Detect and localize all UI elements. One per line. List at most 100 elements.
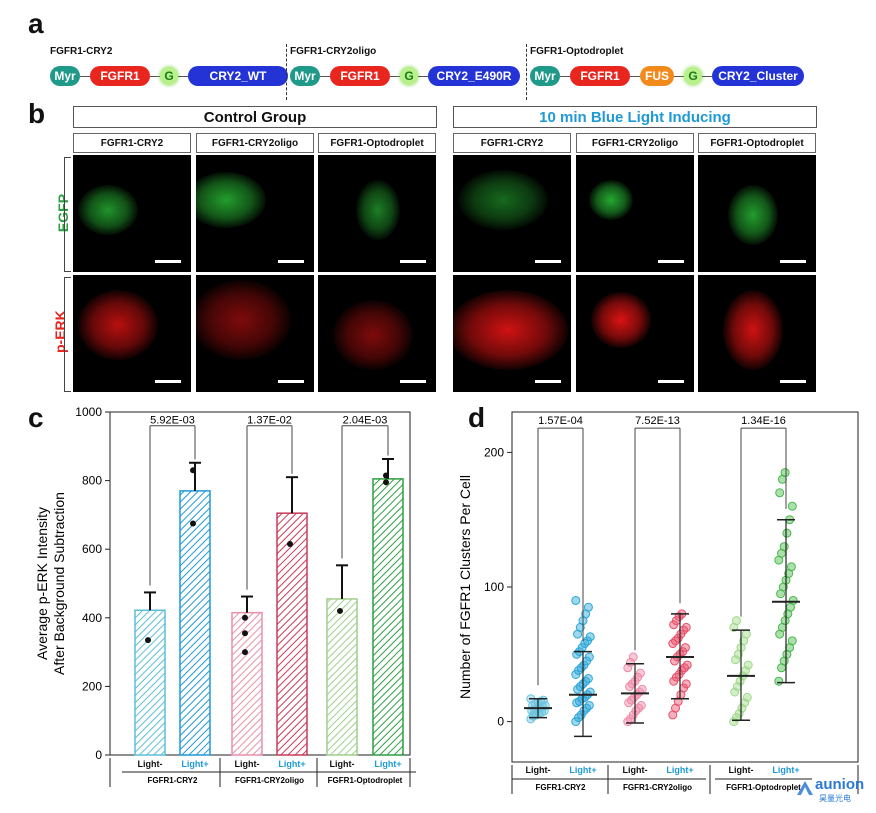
data-point [242,649,248,656]
row-bracket [64,277,71,392]
scale-bar [535,380,561,383]
data-point [780,468,790,478]
group-header: 10 min Blue Light Inducing [453,106,817,128]
domain-cry2-e490r: CRY2_E490R [428,66,520,86]
data-point [571,595,581,605]
data-point [583,602,593,612]
logo-icon [797,781,813,795]
y-tick-label: 200 [484,445,504,459]
linker [150,76,160,77]
row-bracket [64,157,71,272]
data-point [636,700,646,710]
y-tick-label: 400 [82,611,102,625]
scale-bar [535,260,561,263]
data-point [190,520,196,527]
x-category-label: Light- [623,765,648,775]
scale-bar [155,260,181,263]
panel-label-b: b [28,98,46,129]
data-point [731,655,741,665]
y-tick-label: 200 [82,679,102,693]
data-point [681,622,691,632]
egfp-image [576,155,694,272]
data-point [732,616,741,626]
construct-title: FGFR1-CRY2 [50,46,113,57]
y-tick-label: 100 [484,580,504,594]
bar [372,478,404,756]
x-category-label: Light- [330,759,355,769]
domain-myr: Myr [290,66,320,86]
data-point [779,542,789,552]
domain-fgfr1: FGFR1 [570,66,630,86]
group-label: FGFR1-Optodroplet [726,783,801,792]
gfp-domain: G [684,67,702,85]
x-category-label: Light+ [374,759,401,769]
linker [418,76,428,77]
x-category-label: Light+ [569,765,596,775]
scale-bar [780,260,806,263]
p-value-label: 5.92E-03 [150,414,195,426]
linker [630,76,640,77]
data-point [742,692,752,702]
group-label: FGFR1-CRY2 [536,783,586,792]
data-point [337,607,343,614]
plot-frame [511,411,859,763]
panel-label-a: a [28,8,44,39]
perk-image [73,275,191,392]
data-point [190,467,196,474]
linker [674,76,684,77]
data-point [584,652,594,662]
egfp-image [318,155,436,272]
x-category-label: Light+ [666,765,693,775]
egfp-image [453,155,571,272]
scale-bar [278,260,304,263]
linker [178,76,188,77]
data-point [585,632,595,642]
data-point [735,676,745,686]
group-header: Control Group [73,106,437,128]
group-label: FGFR1-Optodroplet [328,776,403,785]
domain-cry2-wt: CRY2_WT [188,66,288,86]
data-point [584,700,594,710]
p-value-label: 1.37E-02 [247,414,292,426]
p-value-label: 1.34E-16 [741,415,786,427]
construct-separator [286,44,287,100]
data-point [383,479,389,486]
data-point [680,643,690,653]
data-point [531,705,541,714]
egfp-image [73,155,191,272]
data-point [637,684,647,694]
x-category-label: Light+ [181,759,208,769]
domain-fus: FUS [640,66,674,86]
scale-bar [780,380,806,383]
p-value-label: 1.57E-04 [538,415,583,427]
y-tick-label: 1000 [75,405,102,419]
perk-image [196,275,314,392]
y-axis-label: Number of FGFR1 Clusters Per Cell [457,475,473,699]
scale-bar [278,380,304,383]
domain-fgfr1: FGFR1 [90,66,150,86]
data-point [741,629,751,639]
scale-bar [400,380,426,383]
data-point [743,660,753,670]
data-point [383,472,389,479]
data-point [145,637,151,644]
scatter-chart-clusters: 0 100 200 Number of FGFR1 Clusters Per Cell… [457,411,859,794]
y-axis-label-line: Average p-ERK Intensity [34,507,50,660]
scale-bar [658,260,684,263]
column-header: FGFR1-CRY2oligo [576,133,694,153]
domain-myr: Myr [50,66,80,86]
panel-label-c: c [28,402,44,433]
bar [326,598,358,756]
bar [231,611,263,756]
y-tick-label: 0 [497,715,504,729]
x-category-label: Light- [138,759,163,769]
perk-image [698,275,816,392]
x-category-label: Light- [729,765,754,775]
bar [134,609,166,756]
data-point [682,660,692,670]
group-label: FGFR1-CRY2 [148,776,198,785]
data-point [628,652,638,662]
bar-chart-perk: 0 200 400 600 800 1000 Average p-ERK Intensity… [34,405,416,787]
column-header: FGFR1-CRY2oligo [196,133,314,153]
linker [560,76,570,77]
